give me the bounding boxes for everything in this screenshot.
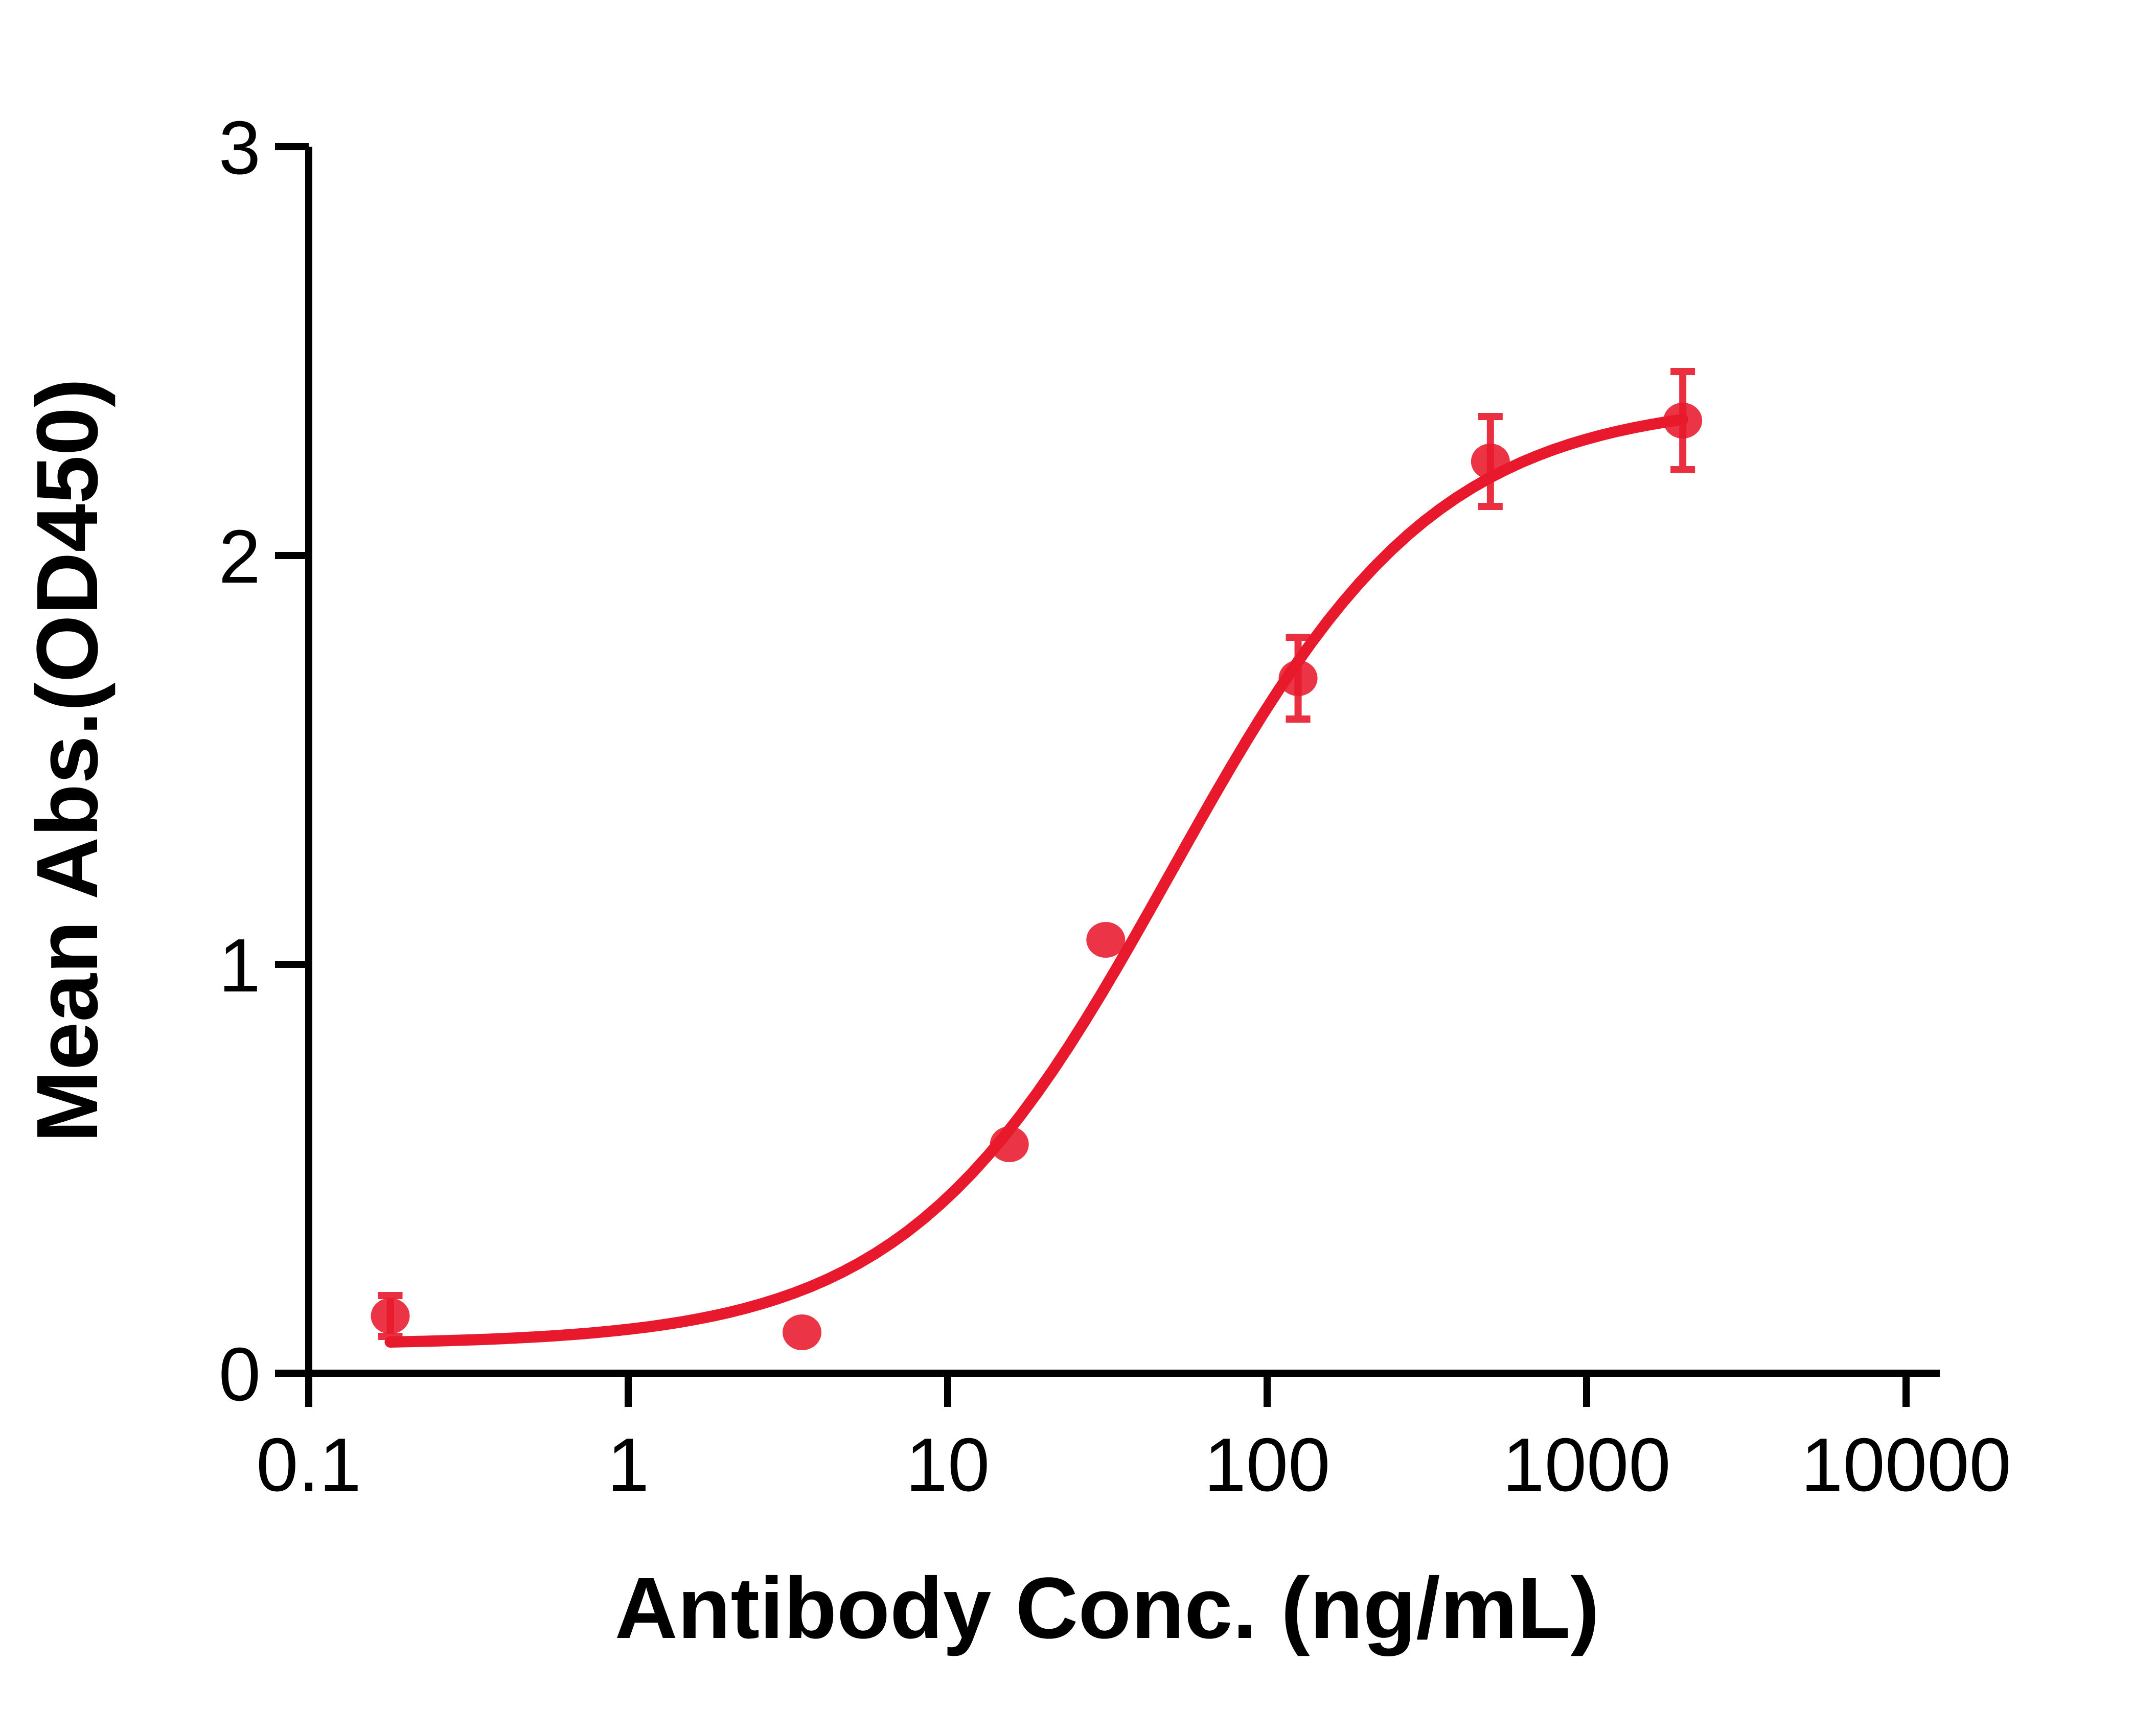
y-tick-label-2: 2 xyxy=(219,515,261,599)
error-bars-group xyxy=(378,368,1695,1340)
y-axis-title: Mean Abs.(OD450) xyxy=(19,378,116,1143)
data-points-group xyxy=(371,403,1703,1350)
axes-group xyxy=(275,143,1940,1407)
data-point-marker xyxy=(783,1314,822,1350)
x-tick-label-1000: 1000 xyxy=(1502,1423,1670,1507)
x-tick-label-100: 100 xyxy=(1204,1423,1331,1507)
x-tick-label-0.1: 0.1 xyxy=(256,1423,361,1507)
x-tick-label-10000: 10000 xyxy=(1801,1423,2011,1507)
data-point-marker xyxy=(1663,403,1703,438)
x-tick-label-10: 10 xyxy=(906,1423,990,1507)
data-point-marker xyxy=(1278,660,1318,696)
fit-curve-group xyxy=(384,413,1689,1348)
y-tick-label-0: 0 xyxy=(219,1332,261,1417)
data-point-marker xyxy=(1471,444,1510,479)
y-tick-label-1: 1 xyxy=(219,923,261,1008)
x-tick-label-1: 1 xyxy=(607,1423,649,1507)
tick-labels-group: 0 1 2 3 0.1 1 10 100 1000 10000 xyxy=(219,106,2011,1507)
y-tick-label-3: 3 xyxy=(219,106,261,190)
data-point-marker xyxy=(990,1126,1029,1162)
x-axis-title: Antibody Conc. (ng/mL) xyxy=(615,1560,1599,1657)
data-point-marker xyxy=(371,1298,410,1334)
dose-response-fit-curve xyxy=(384,413,1689,1348)
data-point-marker xyxy=(1086,922,1126,958)
